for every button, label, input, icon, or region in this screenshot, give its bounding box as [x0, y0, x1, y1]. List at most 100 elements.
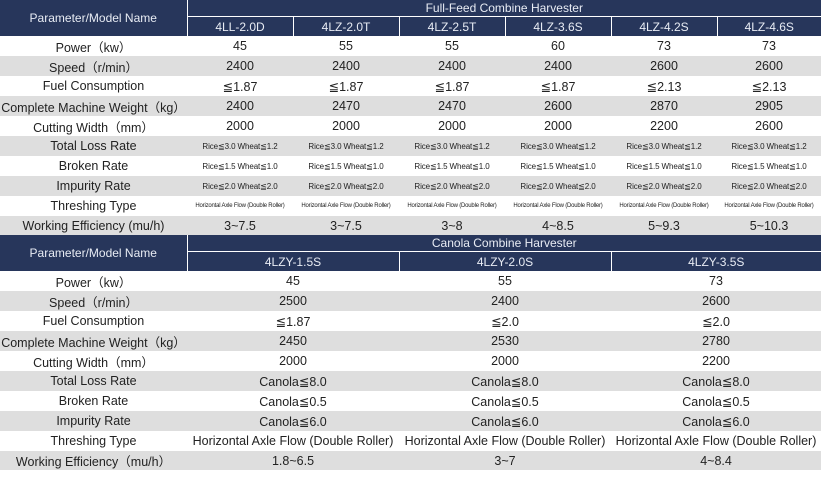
- table-row: Working Efficiency（mu/h） 1.8~6.5 3~7 4~8.4: [0, 451, 821, 470]
- spec-value: Canola≦8.0: [187, 371, 399, 391]
- spec-value: Horizontal Axle Flow (Double Roller): [399, 431, 611, 451]
- model-header: 4LZ-2.5T: [399, 16, 506, 36]
- table-row: Total Loss Rate Rice≦3.0 Wheat≦1.2 Rice≦3.…: [0, 136, 821, 156]
- model-header: 4LZY-2.0S: [399, 251, 612, 271]
- spec-value: Rice≦1.5 Wheat≦1.0: [717, 156, 821, 176]
- table-row: Impurity Rate Rice≦2.0 Wheat≦2.0 Rice≦2.0 …: [0, 176, 821, 196]
- spec-value: 2000: [399, 351, 611, 371]
- spec-value: ≦1.87: [399, 76, 505, 96]
- parameter-label: Complete Machine Weight（kg）: [0, 331, 187, 351]
- spec-value: Rice≦2.0 Wheat≦2.0: [293, 176, 399, 196]
- spec-value: Rice≦1.5 Wheat≦1.0: [293, 156, 399, 176]
- spec-value: 2600: [505, 96, 611, 116]
- spec-value: Horizontal Axle Flow (Double Roller): [505, 196, 611, 216]
- spec-value: Rice≦2.0 Wheat≦2.0: [505, 176, 611, 196]
- spec-value: 4~8.4: [611, 451, 821, 470]
- spec-value: 2600: [611, 291, 821, 311]
- spec-value: 2905: [717, 96, 821, 116]
- spec-value: Horizontal Axle Flow (Double Roller): [293, 196, 399, 216]
- parameter-label: Threshing Type: [0, 196, 187, 216]
- table-row: Impurity Rate Canola≦6.0 Canola≦6.0 Canola≦…: [0, 411, 821, 431]
- spec-value: Rice≦2.0 Wheat≦2.0: [611, 176, 717, 196]
- spec-value: ≦2.0: [399, 311, 611, 331]
- spec-value: Rice≦3.0 Wheat≦1.2: [293, 136, 399, 156]
- table-row: Complete Machine Weight（kg） 2400 2470 2470 2…: [0, 96, 821, 116]
- spec-value: ≦1.87: [187, 311, 399, 331]
- spec-value: Rice≦2.0 Wheat≦2.0: [717, 176, 821, 196]
- spec-value: 73: [611, 36, 717, 56]
- table-row: Broken Rate Rice≦1.5 Wheat≦1.0 Rice≦1.5 Wh…: [0, 156, 821, 176]
- spec-value: Canola≦0.5: [399, 391, 611, 411]
- spec-value: ≦1.87: [187, 76, 293, 96]
- table-row: Threshing Type Horizontal Axle Flow (Doub…: [0, 196, 821, 216]
- spec-value: ≦1.87: [293, 76, 399, 96]
- full-feed-group-title: Full-Feed Combine Harvester: [187, 0, 821, 17]
- table-row: Speed（r/min） 2400 2400 2400 2400 2600 2600: [0, 56, 821, 76]
- parameter-label: Complete Machine Weight（kg）: [0, 96, 187, 116]
- canola-group-title: Canola Combine Harvester: [187, 235, 821, 252]
- canola-spec-table: Parameter/Model Name Canola Combine Harv…: [0, 235, 821, 470]
- spec-value: 2000: [293, 116, 399, 136]
- spec-value: Rice≦3.0 Wheat≦1.2: [505, 136, 611, 156]
- spec-value: Horizontal Axle Flow (Double Roller): [611, 431, 821, 451]
- parameter-label: Threshing Type: [0, 431, 187, 451]
- table-row: Cutting Width（mm） 2000 2000 2000 2000 2200 260…: [0, 116, 821, 136]
- spec-value: 55: [293, 36, 399, 56]
- spec-value: 2000: [399, 116, 505, 136]
- spec-value: 2870: [611, 96, 717, 116]
- spec-value: Rice≦3.0 Wheat≦1.2: [399, 136, 505, 156]
- parameter-label: Broken Rate: [0, 391, 187, 411]
- spec-value: 2530: [399, 331, 611, 351]
- table-row: Complete Machine Weight（kg） 2450 2530 2780: [0, 331, 821, 351]
- spec-value: Rice≦3.0 Wheat≦1.2: [611, 136, 717, 156]
- spec-value: 2600: [611, 56, 717, 76]
- spec-value: 45: [187, 36, 293, 56]
- spec-value: 2780: [611, 331, 821, 351]
- table-row: Power（kw） 45 55 55 60 73 73: [0, 36, 821, 56]
- spec-value: Canola≦8.0: [399, 371, 611, 391]
- parameter-label: Cutting Width（mm）: [0, 116, 187, 136]
- spec-value: ≦2.13: [611, 76, 717, 96]
- spec-value: ≦1.87: [505, 76, 611, 96]
- spec-value: Horizontal Axle Flow (Double Roller): [187, 196, 293, 216]
- spec-value: 45: [187, 271, 399, 291]
- table-row: Fuel Consumption ≦1.87 ≦2.0 ≦2.0: [0, 311, 821, 331]
- spec-value: Horizontal Axle Flow (Double Roller): [187, 431, 399, 451]
- spec-value: 2600: [717, 56, 821, 76]
- spec-value: 2600: [717, 116, 821, 136]
- spec-value: 2400: [505, 56, 611, 76]
- spec-value: ≦2.13: [717, 76, 821, 96]
- table-row: Speed（r/min） 2500 2400 2600: [0, 291, 821, 311]
- spec-value: 2400: [187, 96, 293, 116]
- spec-value: Rice≦2.0 Wheat≦2.0: [399, 176, 505, 196]
- spec-value: Horizontal Axle Flow (Double Roller): [399, 196, 505, 216]
- spec-value: Canola≦6.0: [611, 411, 821, 431]
- spec-value: 5~10.3: [717, 216, 821, 235]
- parameter-label: Speed（r/min）: [0, 291, 187, 311]
- spec-value: 2400: [399, 56, 505, 76]
- table-row: Threshing Type Horizontal Axle Flow (Doub…: [0, 431, 821, 451]
- spec-value: 2000: [187, 116, 293, 136]
- parameter-label: Impurity Rate: [0, 176, 187, 196]
- parameter-label: Fuel Consumption: [0, 76, 187, 96]
- parameter-label: Power（kw）: [0, 271, 187, 291]
- parameter-label: Impurity Rate: [0, 411, 187, 431]
- spec-value: 73: [611, 271, 821, 291]
- spec-value: 2200: [611, 116, 717, 136]
- parameter-label: Fuel Consumption: [0, 311, 187, 331]
- spec-value: Horizontal Axle Flow (Double Roller): [611, 196, 717, 216]
- spec-value: 55: [399, 271, 611, 291]
- spec-value: 2000: [187, 351, 399, 371]
- model-header: 4LL-2.0D: [187, 16, 294, 36]
- table-row: Broken Rate Canola≦0.5 Canola≦0.5 Canola≦0.…: [0, 391, 821, 411]
- model-header: 4LZY-3.5S: [611, 251, 821, 271]
- spec-value: Canola≦6.0: [187, 411, 399, 431]
- spec-value: Canola≦0.5: [187, 391, 399, 411]
- spec-value: 2400: [187, 56, 293, 76]
- spec-value: 2200: [611, 351, 821, 371]
- spec-value: 2500: [187, 291, 399, 311]
- spec-value: Rice≦1.5 Wheat≦1.0: [187, 156, 293, 176]
- parameter-label: Power（kw）: [0, 36, 187, 56]
- spec-value: Rice≦1.5 Wheat≦1.0: [505, 156, 611, 176]
- spec-value: Rice≦2.0 Wheat≦2.0: [187, 176, 293, 196]
